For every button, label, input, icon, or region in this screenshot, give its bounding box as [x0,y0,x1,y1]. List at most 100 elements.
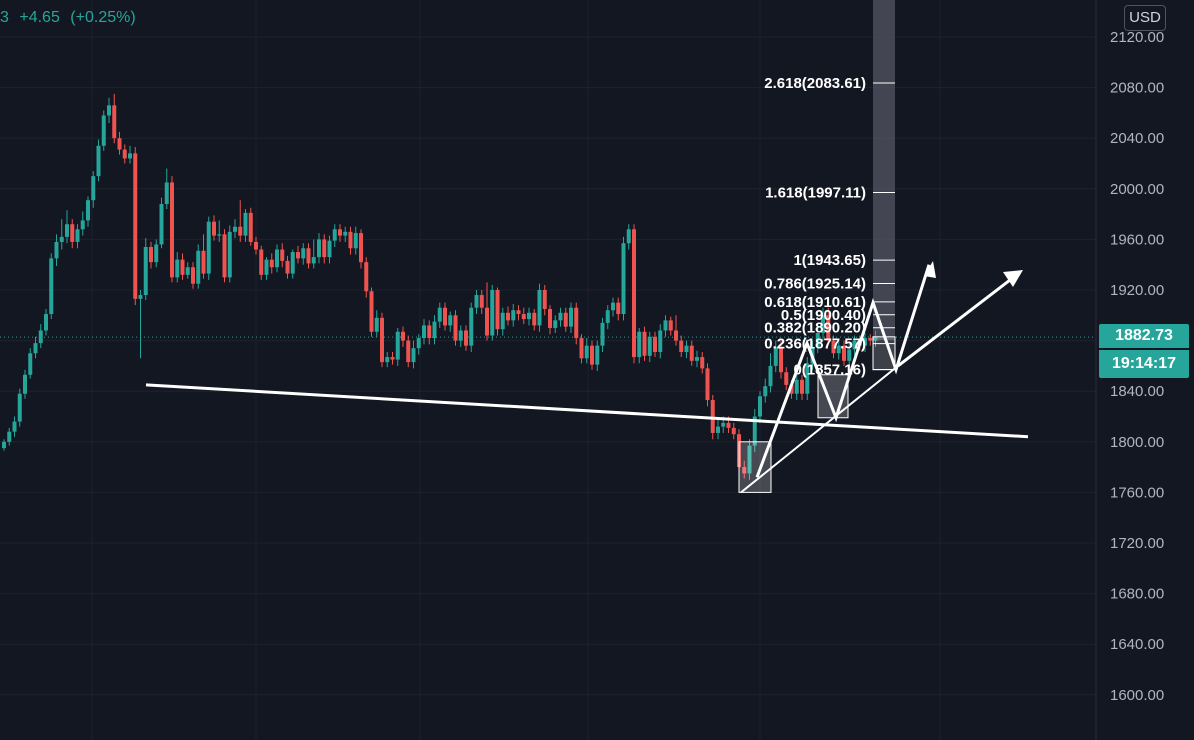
candle-body [710,400,715,433]
candle-body [863,338,867,346]
candle-body [369,291,374,332]
candle-body [107,105,111,116]
currency-button[interactable]: USD [1124,5,1166,31]
candle-body [836,345,841,354]
candle-body [574,307,579,339]
candle-body [437,307,442,322]
candle-body [873,336,878,341]
candle-body [401,331,405,341]
candle-body [301,248,306,259]
candle-body [605,310,610,323]
candle-body [264,259,269,275]
candle-body [868,338,873,341]
fib-level-label: 1.618(1997.11) [765,184,866,201]
candle-body [800,379,804,394]
candle-body [280,249,285,261]
candle-body [679,340,684,352]
candle-body [133,153,138,299]
candle-body [600,322,605,346]
candle-body [842,345,846,361]
legend-change: +4.65 [19,9,60,26]
candle-body [217,234,222,236]
candle-body [54,241,59,259]
candle-body [212,221,216,236]
candle-body [206,221,211,274]
candle-body [527,312,531,320]
candle-body [143,246,148,296]
price-axis-label: 1720.00 [1110,535,1164,552]
candle-body [59,236,64,242]
projected-path [755,264,931,478]
candle-body [427,325,432,339]
candle-body [700,357,705,369]
candle-body [485,307,489,336]
candle-body [191,267,195,284]
candle-body [406,340,411,363]
arrow-long-shaft [897,271,1021,368]
candle-body [233,226,237,232]
candle-body [595,345,600,365]
candle-body [453,315,458,341]
candle-body [758,396,762,417]
candle-body [290,252,295,274]
candle-body [495,290,500,330]
candle-body [112,105,117,139]
candle-body [138,295,143,299]
fib-level-label: 0.5(1900.40) [781,307,866,324]
candle-body [275,249,279,268]
candle-body [632,229,636,358]
candle-body [154,244,159,263]
candle-body [23,374,27,394]
candle-body [196,250,201,284]
candle-body [579,338,584,359]
candle-body [65,224,69,237]
candle-body [101,115,106,146]
candle-body [443,307,447,326]
candle-body [359,233,363,263]
candle-body [584,345,589,359]
candle-body [75,229,80,242]
candle-body [254,241,258,250]
candle-body [668,320,673,331]
candle-body [773,346,778,366]
candle-body [12,421,17,432]
candle-body [338,229,342,236]
candle-body [80,220,85,230]
fib-level-label: 0.786(1925.14) [764,275,866,292]
candle-body [626,229,631,244]
candle-body [474,295,479,308]
candle-body [38,330,43,344]
price-axis-label: 1920.00 [1110,282,1164,299]
fib-level-label: 0(1857.16) [793,361,866,378]
candle-body [794,379,799,394]
candle-body [380,317,384,363]
candle-body [227,231,232,278]
candle-body [122,149,127,159]
candle-body [159,203,164,245]
candle-body [815,333,820,347]
candle-body [763,386,768,397]
candle-body [164,182,169,204]
projected-path-head [924,261,936,278]
candle-body [28,353,33,375]
price-axis[interactable]: 2120.00 2080.00 2040.00 2000.00 1960.00 1920.… [1095,0,1164,740]
candle-body [521,314,526,320]
price-axis-label: 1640.00 [1110,636,1164,653]
candle-body [506,312,510,321]
price-axis-label: 1800.00 [1110,434,1164,451]
legend-symbol-tail: 3 [0,9,9,26]
candle-body [663,320,668,331]
candle-body [238,226,243,236]
price-axis-label: 2000.00 [1110,181,1164,198]
candle-body [558,312,563,321]
candle-body [432,321,437,339]
fib-level-label: 0.236(1877.57) [764,336,866,353]
candle-body [364,262,369,292]
candle-body [395,331,400,360]
candle-body [49,258,54,315]
candle-body [7,431,12,442]
fib-level-label: 1(1943.65) [793,252,866,269]
candle-body [259,249,264,275]
price-axis-label: 1680.00 [1110,586,1164,603]
